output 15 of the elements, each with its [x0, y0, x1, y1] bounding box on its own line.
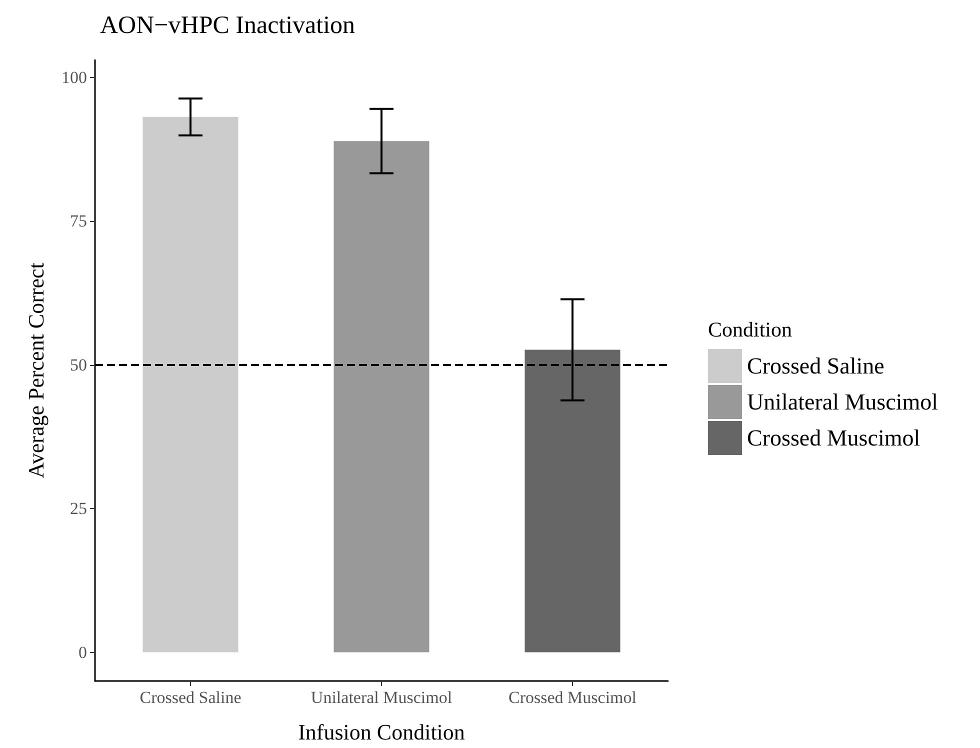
y-tick-label: 0: [78, 642, 87, 662]
y-tick-label: 25: [70, 499, 87, 518]
legend-label: Crossed Saline: [747, 354, 884, 378]
y-tick-label: 50: [70, 355, 87, 374]
y-tick-label: 100: [62, 68, 87, 87]
legend-label: Crossed Muscimol: [747, 426, 920, 450]
legend-label: Unilateral Muscimol: [747, 390, 938, 414]
y-axis-title: Average Percent Correct: [24, 262, 48, 478]
x-axis-title: Infusion Condition: [298, 720, 465, 744]
y-tick-label: 75: [70, 212, 87, 230]
x-tick-label: Crossed Muscimol: [508, 688, 637, 707]
chart-title: AON−vHPC Inactivation: [100, 12, 356, 39]
x-tick-label: Unilateral Muscimol: [310, 688, 452, 707]
x-tick-label: Crossed Saline: [140, 688, 242, 707]
legend-title: Condition: [708, 318, 793, 342]
